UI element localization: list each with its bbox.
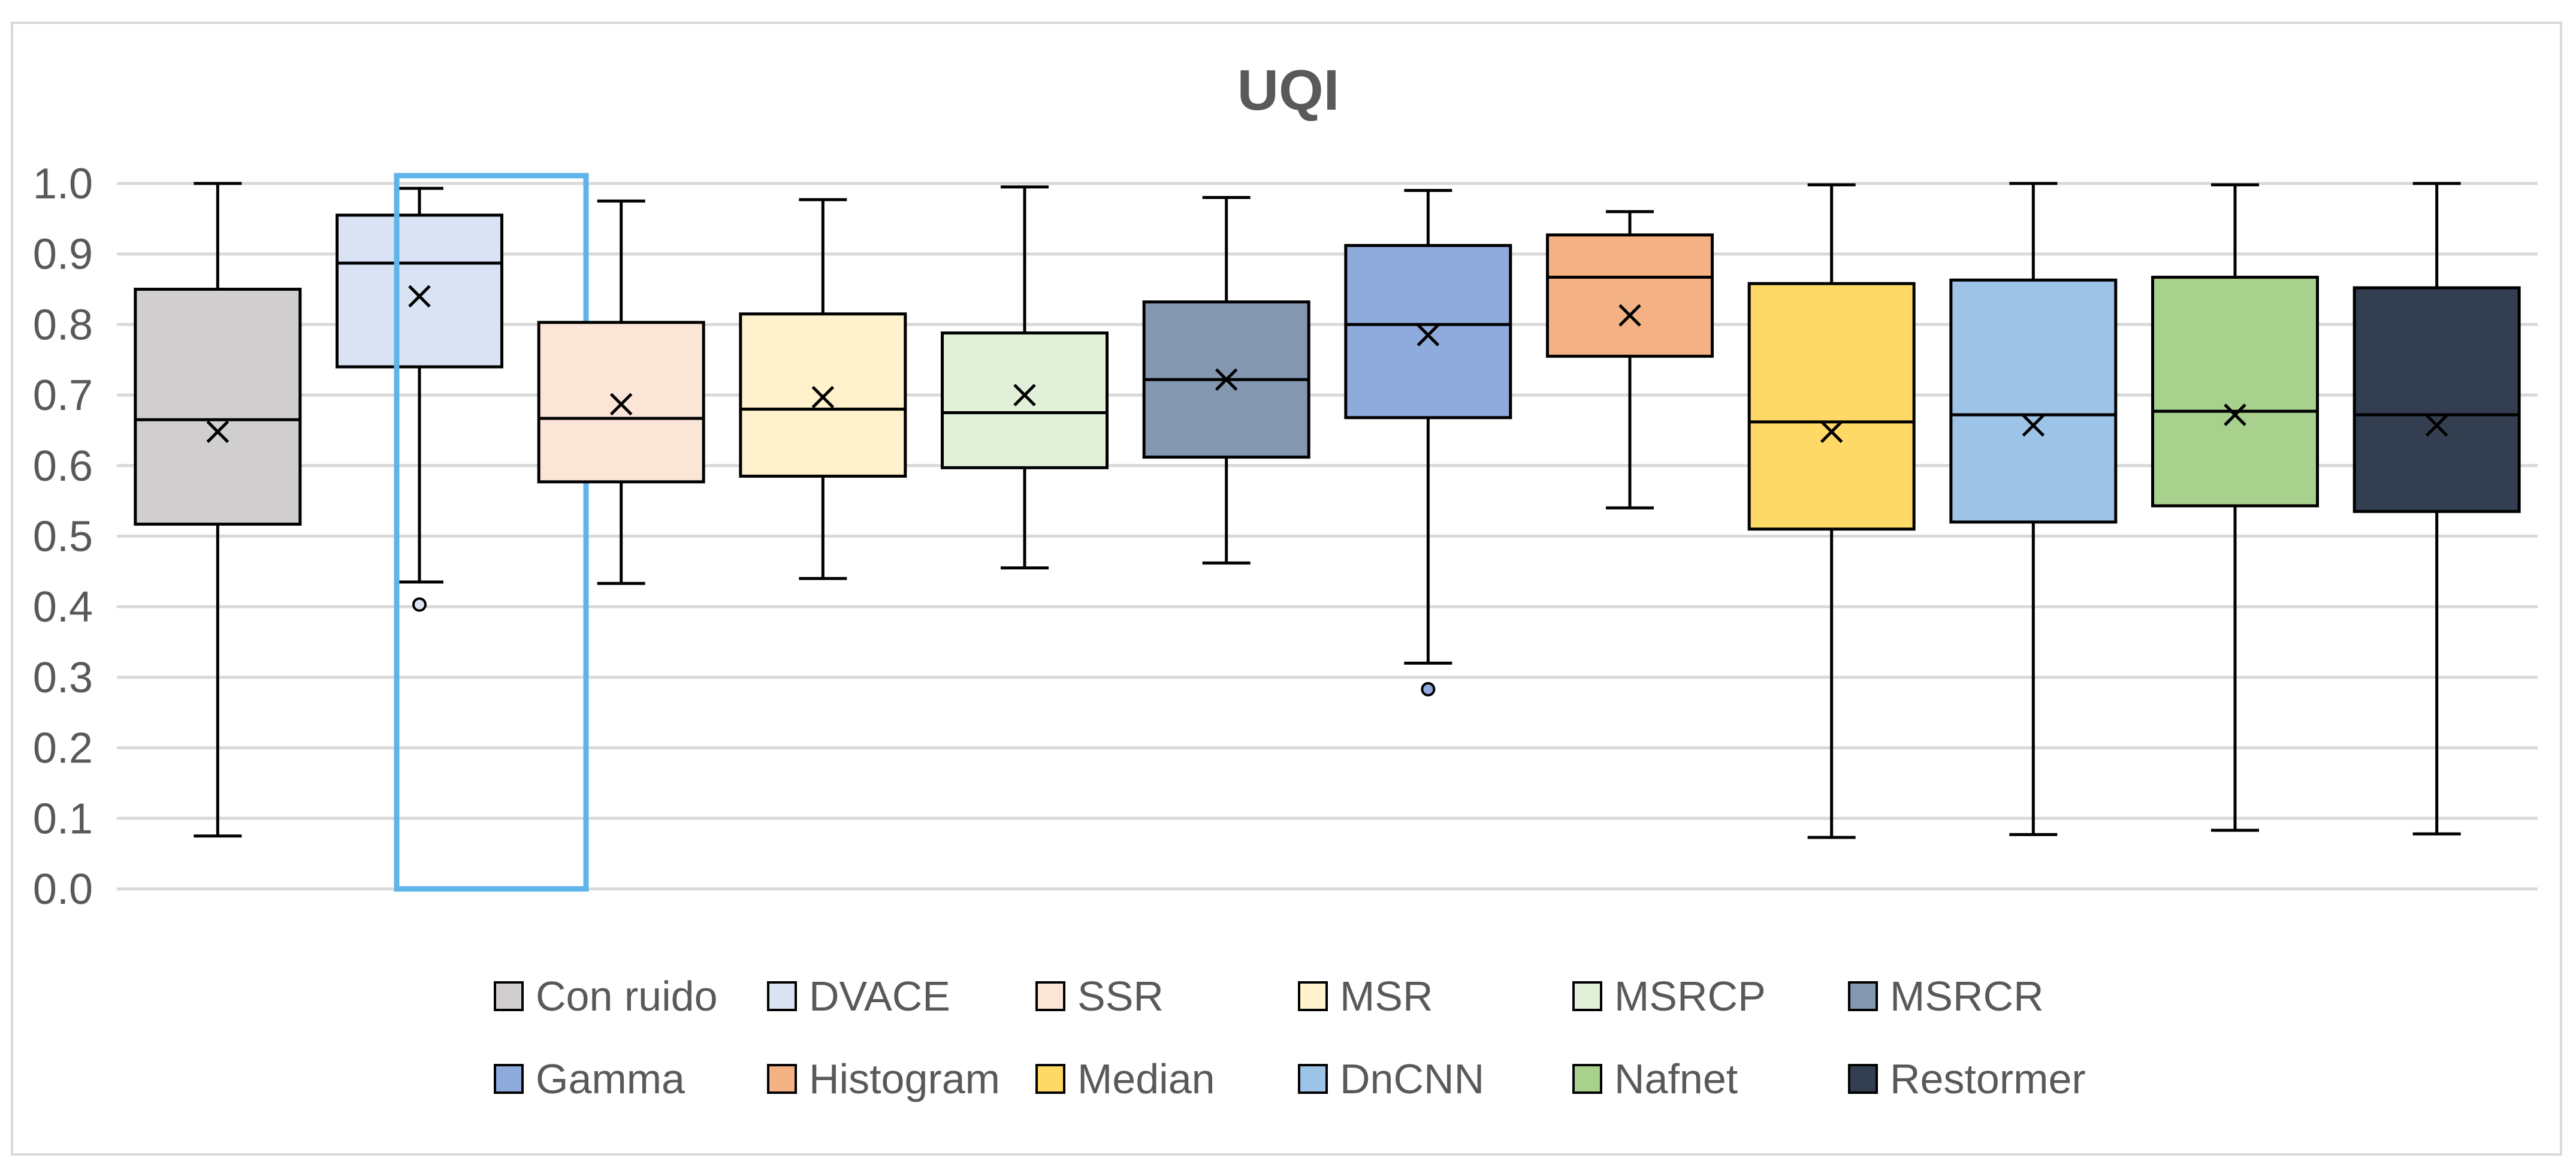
mean-marker (2224, 403, 2246, 426)
mean-marker (1013, 384, 1036, 406)
iqr-box (1747, 282, 1916, 531)
y-tick-label: 0.9 (33, 231, 93, 279)
box-gamma (1344, 189, 1512, 696)
y-tick-label: 1.0 (33, 160, 93, 208)
y-tick-label: 0.7 (33, 372, 93, 420)
legend-swatch (1848, 1064, 1878, 1094)
legend-swatch (1298, 1064, 1328, 1094)
grid-layer (117, 182, 2538, 891)
iqr-box (2352, 286, 2521, 513)
y-tick-label: 0.1 (33, 795, 93, 843)
legend-item: MSRCP (1572, 973, 1766, 1020)
mean-marker (1215, 368, 1238, 391)
iqr-box (1949, 278, 2118, 524)
mean-marker (206, 420, 229, 444)
y-tick-label: 0.2 (33, 725, 93, 773)
mean-marker (1417, 324, 1440, 346)
mean-marker (408, 285, 431, 308)
legend-swatch (767, 981, 797, 1011)
outlier-point (1421, 682, 1436, 696)
legend-swatch (494, 1064, 524, 1094)
box-msrcp (941, 185, 1109, 569)
legend-swatch (1848, 981, 1878, 1011)
iqr-box (2151, 276, 2319, 508)
legend-swatch (1035, 1064, 1065, 1094)
chart-frame (11, 22, 2562, 1156)
iqr-box (134, 288, 302, 526)
y-tick-label: 0.4 (33, 583, 93, 631)
y-tick-label: 0.6 (33, 442, 93, 490)
legend-item: SSR (1035, 973, 1164, 1020)
legend-item: Gamma (494, 1056, 685, 1102)
legend-label: MSRCP (1614, 973, 1766, 1020)
y-axis: 0.0 0.1 0.2 0.3 0.4 0.5 0.6 0.7 0.8 0.9 1.0 (33, 160, 93, 913)
mean-marker (2425, 414, 2448, 437)
legend-label: MSR (1340, 973, 1433, 1020)
legend-label: Nafnet (1614, 1056, 1738, 1102)
y-tick-label: 0.8 (33, 301, 93, 349)
box-layer (134, 173, 2521, 892)
box-msrcr (1142, 196, 1310, 565)
mean-marker (2022, 414, 2045, 437)
legend-label: Gamma (536, 1056, 685, 1102)
legend-label: SSR (1077, 973, 1164, 1020)
mean-marker (609, 393, 633, 416)
y-tick-label: 0.0 (33, 866, 93, 913)
iqr-box (336, 213, 503, 369)
legend: Con ruido DVACE SSR MSR MSRCP MSRCR Gamma Histo… (494, 973, 2086, 1102)
box-histogram (1546, 210, 1714, 509)
legend-swatch (767, 1064, 797, 1094)
iqr-box (941, 331, 1109, 469)
box-nafnet (2151, 183, 2319, 832)
legend-swatch (494, 981, 524, 1011)
box-dvace (336, 173, 589, 892)
legend-item: Con ruido (494, 973, 718, 1020)
legend-swatch (1572, 981, 1602, 1011)
legend-swatch (1035, 981, 1065, 1011)
box-dncnn (1949, 182, 2118, 836)
legend-item: Median (1035, 1056, 1215, 1102)
box-msr (739, 198, 907, 580)
mean-marker (811, 385, 835, 409)
outlier-point (412, 597, 427, 612)
legend-label: DnCNN (1340, 1056, 1484, 1102)
box-median (1747, 183, 1916, 839)
legend-item: Restormer (1848, 1056, 2086, 1102)
legend-label: DVACE (809, 973, 950, 1020)
box-ssr (537, 199, 705, 585)
box-restormer (2352, 182, 2521, 836)
mean-marker (1618, 304, 1641, 327)
chart-title: UQI (1237, 58, 1340, 122)
legend-label: MSRCR (1890, 973, 2044, 1020)
legend-item: MSRCR (1848, 973, 2044, 1020)
legend-item: DVACE (767, 973, 950, 1020)
legend-swatch (1572, 1064, 1602, 1094)
legend-label: Histogram (809, 1056, 1000, 1102)
box-con-ruido (134, 182, 302, 838)
legend-item: Nafnet (1572, 1056, 1738, 1102)
legend-item: Histogram (767, 1056, 1000, 1102)
legend-item: DnCNN (1298, 1056, 1484, 1102)
mean-marker (1820, 420, 1843, 444)
iqr-box (1546, 233, 1714, 358)
legend-label: Con ruido (536, 973, 718, 1020)
y-tick-label: 0.5 (33, 513, 93, 561)
legend-label: Restormer (1890, 1056, 2086, 1102)
highlight-box (394, 173, 589, 892)
y-tick-label: 0.3 (33, 654, 93, 702)
iqr-box (1344, 244, 1512, 420)
legend-item: MSR (1298, 973, 1433, 1020)
legend-swatch (1298, 981, 1328, 1011)
legend-label: Median (1077, 1056, 1215, 1102)
